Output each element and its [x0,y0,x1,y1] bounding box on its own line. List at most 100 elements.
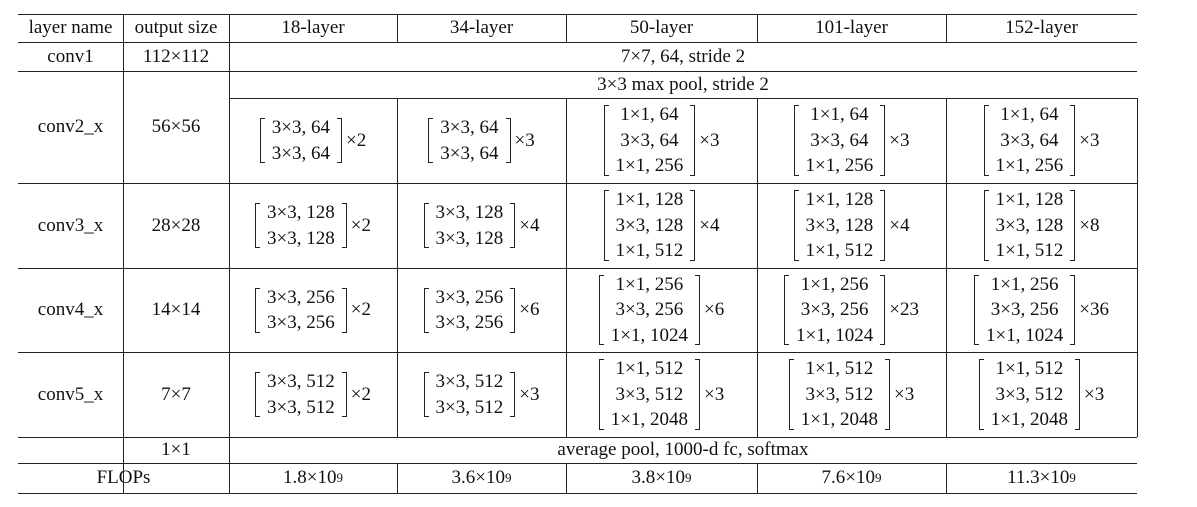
repeat: ×6 [704,299,725,320]
block-cell: 1×1, 128 3×3, 128 1×1, 512 ×8 [946,183,1137,268]
block-cell: 1×1, 64 3×3, 64 1×1, 256 ×3 [757,98,946,183]
block-lines: 1×1, 64 3×3, 64 1×1, 256 [989,102,1071,179]
column-rule [757,183,758,268]
block-line: 3×3, 128 [805,214,874,236]
left-bracket [793,105,799,176]
flops-base: 11.3×10 [1007,467,1070,488]
rule [18,352,1137,353]
column-rule [397,14,398,42]
layer-name: conv3_x [37,214,104,236]
right-bracket [695,274,700,346]
block-line: 3×3, 64 [810,129,869,151]
repeat: ×2 [346,129,367,151]
right-bracket [510,203,516,248]
block-line: 3×3, 512 [435,396,504,418]
rule [18,183,1137,184]
block: 3×3, 128 3×3, 128 ×4 [423,200,539,251]
spanning-cell: average pool, 1000-d fc, softmax [557,439,809,460]
block-line: 3×3, 256 [435,312,504,333]
header-cell: layer name [28,17,113,38]
block-line: 3×3, 512 [267,371,335,392]
block: 3×3, 64 3×3, 64 ×3 [428,115,535,166]
block-line: 3×3, 256 [435,286,504,308]
left-bracket [255,372,261,417]
block: 3×3, 512 3×3, 512 ×3 [423,369,539,420]
block-line: 3×3, 256 [267,312,335,333]
repeat: ×23 [889,299,919,320]
block-cell: 3×3, 512 3×3, 512 ×2 [229,352,397,437]
right-bracket [510,287,516,333]
header-cell: 50-layer [629,17,694,38]
column-rule [1137,183,1138,268]
rule [18,268,1137,269]
block-lines: 1×1, 64 3×3, 64 1×1, 256 [799,102,881,179]
repeat: ×8 [1079,214,1100,236]
block-line: 1×1, 64 [1000,104,1059,126]
block-cell: 1×1, 64 3×3, 64 1×1, 256 ×3 [566,98,757,183]
layer-name: conv1 [47,45,94,67]
block-lines: 3×3, 64 3×3, 64 [433,115,505,166]
left-bracket [983,190,989,261]
block: 3×3, 128 3×3, 128 ×2 [255,200,371,251]
block-lines: 3×3, 512 3×3, 512 [429,369,511,420]
block-line: 1×1, 2048 [610,409,688,431]
block-cell: 1×1, 512 3×3, 512 1×1, 2048 ×3 [566,352,757,437]
flops-cell: 3.6×10 9 [397,463,566,493]
header-cell: 101-layer [815,17,888,38]
block-line: 3×3, 64 [271,117,330,138]
block-cell: 1×1, 256 3×3, 256 1×1, 1024 ×23 [757,268,946,352]
right-bracket [341,372,347,417]
left-bracket [788,359,794,430]
block: 3×3, 256 3×3, 256 ×6 [423,285,539,336]
column-rule [566,268,567,352]
block-line: 1×1, 512 [995,358,1064,380]
column-rule [566,98,567,183]
block-lines: 3×3, 128 3×3, 128 [429,200,511,251]
block-cell: 3×3, 512 3×3, 512 ×3 [397,352,566,437]
repeat: ×36 [1079,299,1109,320]
left-bracket [983,105,989,176]
header-cell: 18-layer [281,17,345,38]
header-cell: 34-layer [449,17,514,38]
block-cell: 3×3, 256 3×3, 256 ×6 [397,268,566,352]
column-rule [397,463,398,493]
block: 3×3, 512 3×3, 512 ×2 [255,369,371,420]
block-line: 3×3, 128 [435,227,504,249]
repeat: ×2 [350,383,371,405]
block-lines: 3×3, 512 3×3, 512 [260,369,342,420]
block-line: 3×3, 512 [267,396,335,418]
block-line: 3×3, 64 [440,117,499,138]
block-cell: 3×3, 64 3×3, 64 ×2 [229,98,397,183]
left-bracket [598,359,604,430]
rule [18,493,1137,494]
block-line: 1×1, 128 [995,189,1064,211]
block: 3×3, 64 3×3, 64 ×2 [259,115,367,166]
flops-exp: 9 [336,470,343,485]
right-bracket [690,190,696,261]
column-rule [757,352,758,437]
flops-base: 3.6×10 [451,467,505,488]
header-cell: output size [134,17,218,38]
block: 1×1, 512 3×3, 512 1×1, 2048 ×3 [788,356,914,433]
block-line: 3×3, 64 [271,142,330,164]
block: 1×1, 512 3×3, 512 1×1, 2048 ×3 [598,356,724,433]
column-rule [946,268,947,352]
right-bracket [505,118,511,163]
block-line: 1×1, 256 [615,155,684,177]
output-size: 112×112 [142,45,210,67]
block-line: 3×3, 128 [435,202,504,223]
column-rule [397,268,398,352]
right-bracket [1070,190,1076,261]
block-line: 3×3, 256 [615,299,684,321]
block-line: 1×1, 512 [995,240,1064,262]
block-cell: 1×1, 128 3×3, 128 1×1, 512 ×4 [566,183,757,268]
repeat: ×4 [699,214,720,236]
block-line: 1×1, 1024 [796,324,874,346]
rule [18,71,1137,72]
output-size: 7×7 [161,383,191,405]
block-cell: 1×1, 256 3×3, 256 1×1, 1024 ×6 [566,268,757,352]
left-bracket [259,118,265,163]
layer-name: conv2_x [37,116,104,137]
block: 1×1, 64 3×3, 64 1×1, 256 ×3 [983,102,1099,179]
block-line: 3×3, 256 [267,286,335,308]
